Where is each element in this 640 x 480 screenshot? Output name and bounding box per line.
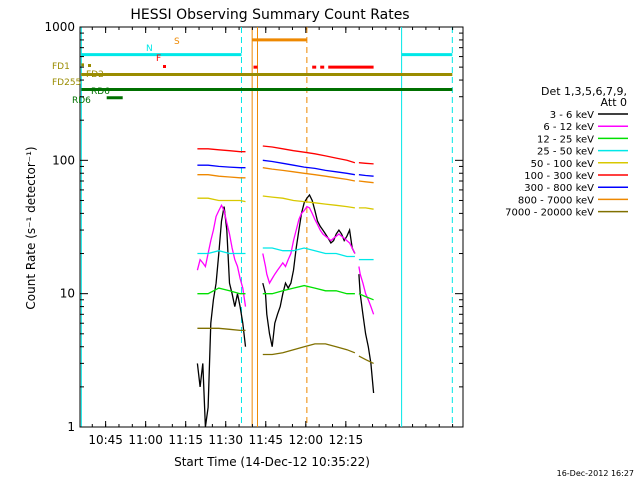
legend-label: 3 - 6 keV [550,110,594,121]
legend-label: 100 - 300 keV [524,171,594,182]
legend-label: 50 - 100 keV [531,159,595,170]
chart-title: HESSI Observing Summary Count Rates [130,7,409,23]
x-tick-label: 11:15 [168,433,203,447]
series-line [197,197,246,203]
x-tick-label: 12:00 [288,433,323,447]
series-line [358,293,374,301]
x-tick-label: 11:30 [208,433,243,447]
y-axis-label: Count Rate (s⁻¹ detector⁻¹) [24,146,38,309]
series-line [262,159,356,176]
series-line [197,250,246,255]
flag-label: N [146,44,153,54]
series-line [358,207,374,210]
series-line [358,355,374,364]
series-line [197,287,246,295]
y-tick-label: 10 [60,287,75,301]
series-line [262,343,356,356]
legend-label: 800 - 7000 keV [518,195,594,206]
series-line [197,164,246,169]
legend-label: 7000 - 20000 keV [505,208,594,219]
series-line [358,266,375,315]
series-line [197,327,246,332]
generation-timestamp: 16-Dec-2012 16:27 [557,469,634,478]
flag-label: FD1 [52,62,70,72]
plot-frame [79,26,464,428]
series-line [358,174,374,177]
series-line [262,284,355,295]
x-tick-label: 11:00 [128,433,163,447]
series-line [358,180,374,184]
series-line [262,193,356,347]
x-tick-label: 12:15 [329,433,364,447]
legend-label: 25 - 50 keV [537,147,594,158]
legend-header-attenuator: Att 0 [601,96,627,109]
series-group [196,145,375,428]
series-line [358,274,375,394]
y-tick-label: 1 [67,420,75,434]
axes: 10:45 11:00 11:15 11:30 11:45 12:00 12:15 1 10 10… [44,20,463,447]
flag-label: RD6 [91,87,110,97]
series-line [262,145,356,164]
x-tick-label: 11:45 [248,433,283,447]
series-line [358,162,374,165]
flag-dot [88,64,91,67]
series-line [262,247,355,258]
series-line [262,167,356,182]
flag-label: FD255 [52,78,81,88]
x-tick-label: 10:45 [88,433,123,447]
legend-label: 12 - 25 keV [537,134,594,145]
legend-header-detectors: Det 1,3,5,6,7,9, [541,85,627,98]
series-line [197,174,246,179]
legend-label: 300 - 800 keV [524,183,594,194]
series-line [196,206,247,428]
series-line [196,203,247,307]
flag-label: F [156,54,161,64]
series-line [262,195,356,209]
x-axis-label: Start Time (14-Dec-12 10:35:22) [174,455,370,469]
y-tick-label: 100 [52,153,75,167]
plot-area [79,26,464,428]
legend-label: 6 - 12 keV [543,122,594,133]
flag-dot [163,65,166,68]
series-line [197,148,246,153]
series-line [262,205,356,285]
y-tick-label: 1000 [44,20,75,34]
flag-label: FD2 [86,70,104,80]
flag-label: RD6 [72,96,91,106]
observing-interval-lines [80,27,453,427]
flag-label: S [174,37,180,47]
